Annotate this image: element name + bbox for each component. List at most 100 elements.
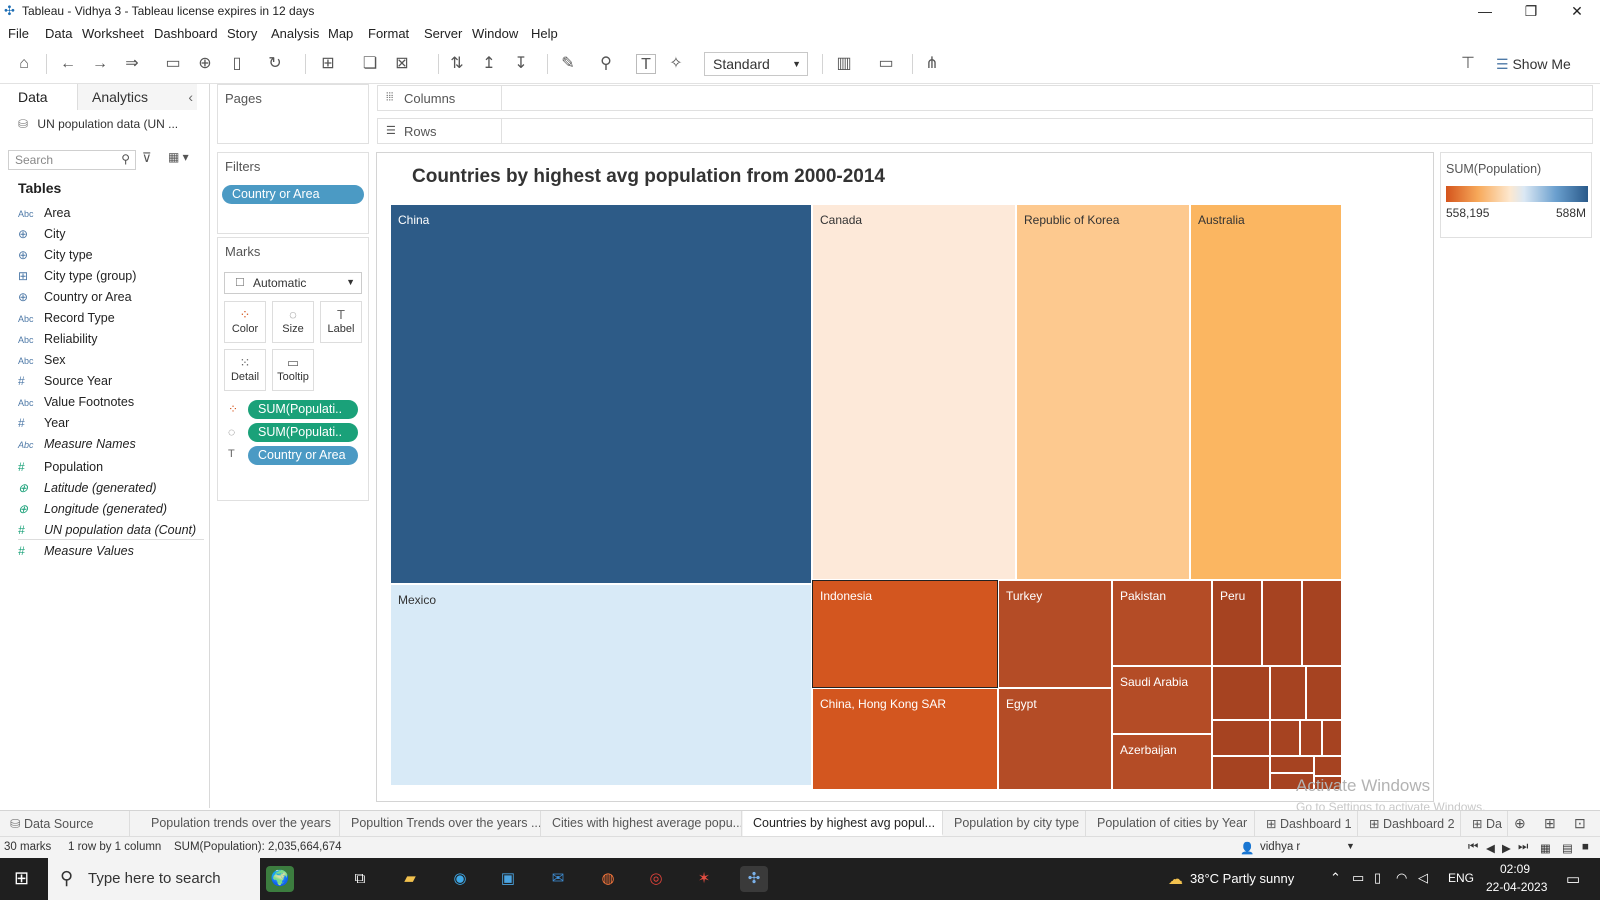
treemap-cell[interactable]: China, Hong Kong SAR [812,688,998,790]
menu-dashboard[interactable]: Dashboard [154,26,218,41]
marks-pill-color[interactable]: SUM(Populati.. [248,400,358,419]
filmstrip-view-icon[interactable]: ▤ [1562,843,1573,855]
tab-data[interactable]: Data [0,84,77,110]
new-dashboard-icon[interactable]: ⊞ [1544,815,1556,831]
clear-sheet-icon[interactable]: ⊠ [395,55,409,72]
taskbar-search[interactable]: ⚲ Type here to search [48,858,260,900]
rows-shelf[interactable]: ☰ Rows [377,118,1593,144]
fix-axes-icon[interactable]: ✧ [669,55,683,72]
group-icon[interactable]: ⚲ [600,55,612,72]
duplicate-sheet-icon[interactable]: ❏ [362,55,378,72]
last-sheet-icon[interactable]: ⏭ [1518,841,1529,853]
clock-date[interactable]: 22-04-2023 [1486,880,1548,894]
notifications-icon[interactable]: ▭ [1566,871,1581,888]
marks-pill-size[interactable]: SUM(Populati.. [248,423,358,442]
chevron-down-icon[interactable]: ▼ [1346,841,1355,851]
treemap-cell[interactable]: Indonesia [812,580,998,688]
search-input[interactable]: Search ⚲ [8,150,136,170]
field-item[interactable]: ⊕ Longitude (generated) [18,502,168,516]
treemap-cell[interactable]: Turkey [998,580,1112,688]
chrome-icon[interactable]: ◎ [649,870,663,887]
save-icon[interactable]: ▭ [165,55,181,72]
close-icon[interactable]: ✕ [1571,3,1583,19]
treemap-cell[interactable]: Australia [1190,204,1342,580]
treemap-cell[interactable] [1212,720,1270,756]
field-item[interactable]: Abc Area [18,206,71,220]
clock-time[interactable]: 02:09 [1500,862,1531,876]
share-icon[interactable]: ⋔ [925,55,939,72]
field-item[interactable]: Abc Record Type [18,311,115,325]
highlight-icon[interactable]: ✎ [561,55,575,72]
edge-icon[interactable]: ◉ [453,870,467,887]
filter-icon[interactable]: ⊽ [142,150,152,165]
store-icon[interactable]: ▣ [500,870,516,887]
treemap-cell[interactable]: Canada [812,204,1016,580]
field-item[interactable]: # Population [18,460,104,474]
pin-icon[interactable]: ⊤ [1461,55,1475,72]
treemap-cell[interactable] [1262,580,1302,666]
field-item[interactable]: # UN population data (Count) [18,523,197,537]
new-worksheet-icon[interactable]: ⊞ [321,55,335,72]
treemap-cell[interactable] [1212,666,1270,720]
sheet-tab[interactable]: Population of cities by Year [1087,811,1255,836]
treemap-cell[interactable] [1302,580,1342,666]
sheet-tab[interactable]: Population trends over the years [141,811,340,836]
label-button[interactable]: T Label [320,301,362,343]
app-icon[interactable]: ✶ [697,870,711,887]
mark-type-select[interactable]: ☐ Automatic ▼ [224,272,362,294]
field-item[interactable]: ⊕ City type [18,248,93,262]
collapse-pane-icon[interactable]: ‹ [188,89,193,105]
meet-icon[interactable]: ▭ [1352,870,1365,885]
color-button[interactable]: ⁘ Color [224,301,266,343]
field-item[interactable]: # Year [18,416,70,430]
dashboard-tab[interactable]: ⊞ Da [1462,811,1508,836]
tray-chevron-icon[interactable]: ⌃ [1330,870,1341,885]
file-explorer-icon[interactable]: ▰ [404,870,416,887]
battery-icon[interactable]: ▯ [1374,870,1382,885]
sort-descending-icon[interactable]: ↧ [514,55,528,72]
sheet-tab-active[interactable]: Countries by highest avg popul... [743,811,943,836]
view-options-icon[interactable]: ▦ ▾ [168,150,189,164]
treemap-cell[interactable] [1270,756,1314,773]
treemap-cell[interactable]: Egypt [998,688,1112,790]
user-menu[interactable]: vidhya r [1260,841,1301,853]
treemap-cell[interactable] [1270,666,1306,720]
minimize-icon[interactable]: — [1478,3,1492,19]
treemap-cell[interactable]: Peru [1212,580,1262,666]
treemap-cell[interactable] [1270,773,1314,790]
field-item[interactable]: # Source Year [18,374,113,388]
show-me-button[interactable]: ☰ Show Me [1496,56,1571,72]
windows-start-icon[interactable]: ⊞ [14,868,30,888]
language-indicator[interactable]: ENG [1448,871,1475,885]
field-item[interactable]: ⊞ City type (group) [18,269,137,283]
new-worksheet-icon[interactable]: ⊕ [1514,815,1526,831]
menu-worksheet[interactable]: Worksheet [82,26,144,41]
treemap-cell[interactable] [1306,666,1342,720]
prev-sheet-icon[interactable]: ◀ [1486,843,1495,855]
firefox-icon[interactable]: ◍ [601,870,615,887]
menu-map[interactable]: Map [328,26,354,41]
show-cards-icon[interactable]: ▥ [836,55,852,72]
treemap-cell[interactable]: Republic of Korea [1016,204,1190,580]
marks-pill-label[interactable]: Country or Area [248,446,358,465]
treemap-cell[interactable] [1322,720,1342,756]
menu-server[interactable]: Server [424,26,463,41]
home-icon[interactable]: ⌂ [19,55,29,72]
tab-data-source[interactable]: ⛁ Data Source [0,811,130,836]
wifi-icon[interactable]: ◠ [1396,870,1408,885]
sheet-tab[interactable]: Popultion Trends over the years ... [341,811,541,836]
filter-pill-country[interactable]: Country or Area [222,185,364,204]
sheet-tab[interactable]: Cities with highest average popu... [542,811,742,836]
field-item[interactable]: ⊕ City [18,227,66,241]
filters-card[interactable]: Filters Country or Area [217,152,369,234]
next-sheet-icon[interactable]: ▶ [1502,843,1511,855]
undo-icon[interactable]: ← [60,55,76,72]
treemap-cell[interactable]: Saudi Arabia [1112,666,1212,734]
tooltip-button[interactable]: ▭ Tooltip [272,349,314,391]
field-item[interactable]: Abc Reliability [18,332,98,346]
mail-icon[interactable]: ✉ [551,870,565,887]
redo-icon[interactable]: → [92,55,108,72]
columns-shelf[interactable]: ⦙⦙⦙ Columns [377,85,1593,111]
field-item[interactable]: Abc Measure Names [18,437,136,451]
treemap-cell[interactable]: Azerbaijan [1112,734,1212,790]
